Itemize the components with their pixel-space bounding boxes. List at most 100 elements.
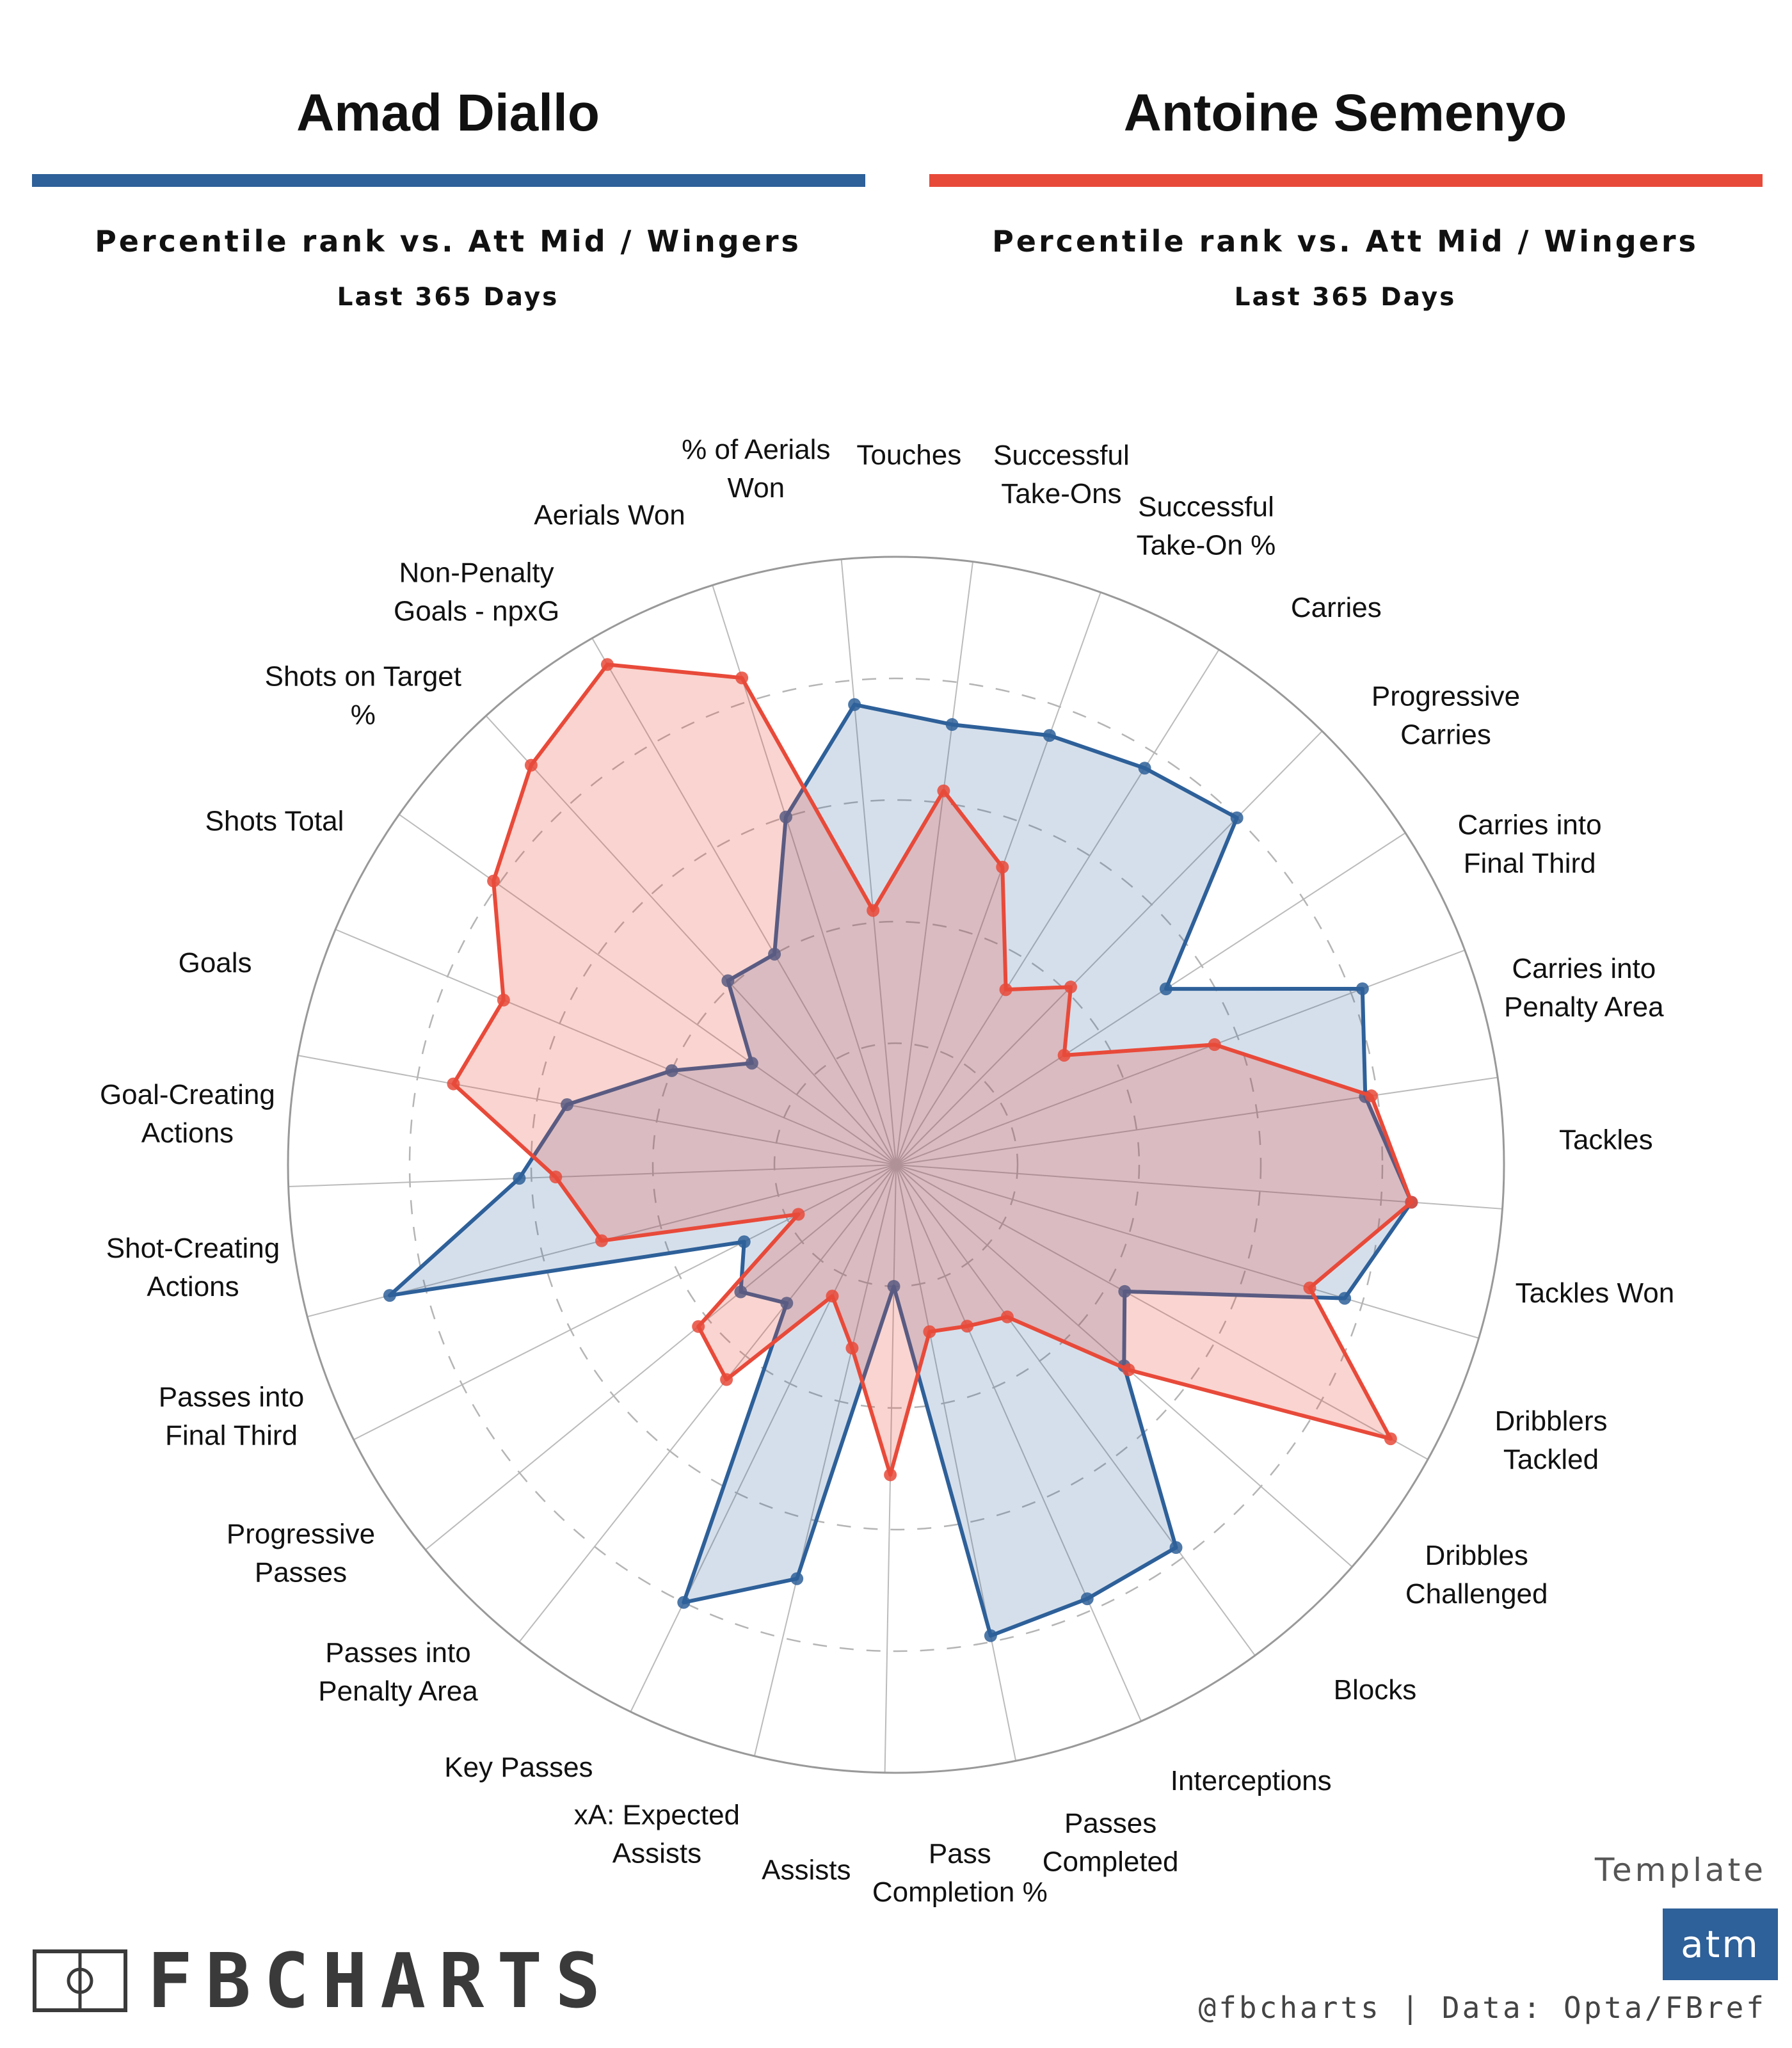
- category-label-line: Passes: [255, 1556, 347, 1588]
- data-point: [549, 1171, 563, 1184]
- category-label: Progressive Carries: [1372, 680, 1520, 750]
- pitch-icon: [33, 1949, 127, 2012]
- data-point: [1043, 729, 1056, 742]
- category-label-line: Dribblers: [1494, 1405, 1607, 1437]
- category-label: Dribblers Tackled: [1494, 1405, 1607, 1475]
- category-label-line: %: [351, 699, 376, 730]
- data-point: [497, 993, 510, 1007]
- category-label-line: Tackles Won: [1516, 1277, 1675, 1309]
- category-label-line: Take-Ons: [1001, 478, 1121, 509]
- data-point: [1169, 1541, 1183, 1555]
- data-point: [447, 1077, 460, 1091]
- right-player-color-bar: [929, 174, 1763, 187]
- category-label-line: Completion %: [872, 1876, 1048, 1908]
- category-label: Successful Take-Ons: [993, 440, 1130, 509]
- data-point: [1384, 1432, 1397, 1446]
- category-label-line: Successful: [1138, 492, 1274, 523]
- series-left: [383, 698, 1418, 1642]
- left-player-color-bar: [32, 174, 865, 187]
- radar-spoke: [895, 1164, 1017, 1761]
- data-point: [561, 1098, 574, 1112]
- category-label: Interceptions: [1171, 1765, 1332, 1796]
- category-label: % of Aerials Won: [682, 434, 830, 504]
- data-point: [720, 1373, 733, 1386]
- category-label: Shot-Creating Actions: [106, 1233, 280, 1302]
- right-player-name: Antoine Semenyo: [1123, 84, 1567, 142]
- radar-spoke: [840, 559, 897, 1165]
- radar-spoke: [298, 1055, 897, 1165]
- category-label: Goals: [179, 947, 252, 979]
- radar-spoke: [895, 561, 973, 1165]
- radar-spoke: [895, 730, 1323, 1165]
- category-label-line: Shots Total: [205, 806, 344, 837]
- data-point: [1405, 1196, 1418, 1209]
- category-label-line: Actions: [147, 1271, 239, 1302]
- category-label: Pass Completion %: [872, 1838, 1048, 1908]
- category-label-line: Take-On %: [1137, 530, 1276, 561]
- data-point: [779, 810, 792, 824]
- radar-grid: [287, 556, 1505, 1774]
- category-label-line: Assists: [762, 1855, 851, 1886]
- category-label: Touches: [856, 440, 961, 471]
- right-period: Last 365 Days: [1234, 283, 1457, 312]
- data-point: [692, 1320, 705, 1333]
- category-label: Goal-Creating Actions: [100, 1079, 275, 1149]
- radar-ring: [408, 677, 1384, 1652]
- category-label-line: Goals: [179, 947, 252, 979]
- brand-wordmark: FBCHARTS: [147, 1937, 614, 2025]
- data-point: [887, 1279, 900, 1293]
- radar-ring: [652, 920, 1140, 1409]
- radar-series: [383, 658, 1418, 1642]
- data-point: [867, 904, 880, 917]
- radar-spoke: [335, 929, 897, 1165]
- data-point: [595, 1234, 609, 1247]
- left-period: Last 365 Days: [337, 283, 559, 312]
- right-subtitle: Percentile rank vs. Att Mid / Wingers: [992, 224, 1699, 259]
- data-point: [961, 1320, 974, 1333]
- category-label-line: Carries: [1291, 592, 1382, 623]
- data-point: [734, 1285, 748, 1299]
- series-right: [447, 658, 1418, 1482]
- category-label: Non-Penalty Goals - npxG: [394, 557, 559, 627]
- category-label-line: Carries: [1400, 719, 1491, 750]
- category-label: Shots Total: [205, 806, 344, 837]
- category-label: Tackles: [1559, 1124, 1653, 1156]
- data-point: [1208, 1038, 1221, 1052]
- data-point: [1118, 1284, 1132, 1298]
- category-label: xA: Expected Assists: [574, 1800, 740, 1869]
- category-label-line: Pass: [929, 1838, 991, 1869]
- data-point: [737, 1235, 751, 1249]
- data-point: [1159, 982, 1172, 996]
- category-label-line: Touches: [856, 440, 961, 471]
- data-point: [996, 860, 1009, 874]
- category-label-line: Assists: [612, 1838, 701, 1869]
- radar-spoke: [895, 1164, 1428, 1460]
- data-point: [792, 1208, 805, 1221]
- radar-spoke: [591, 637, 897, 1165]
- category-label-line: Interceptions: [1171, 1765, 1332, 1796]
- category-label-line: Aerials Won: [534, 500, 685, 531]
- category-label-line: Carries into: [1512, 953, 1656, 984]
- series-area: [453, 664, 1412, 1475]
- left-subtitle: Percentile rank vs. Att Mid / Wingers: [95, 224, 801, 259]
- radar-spoke: [895, 1076, 1498, 1165]
- radar-spoke: [895, 1164, 1503, 1210]
- category-label: Dribbles Challenged: [1405, 1540, 1548, 1610]
- data-point: [1364, 1089, 1378, 1103]
- data-point: [1122, 1363, 1135, 1377]
- category-label-line: Blocks: [1334, 1674, 1417, 1706]
- data-point: [1057, 1048, 1071, 1062]
- category-label: Passes into Penalty Area: [318, 1637, 478, 1707]
- data-point: [1138, 762, 1151, 775]
- data-point: [383, 1289, 396, 1302]
- category-label-line: Passes: [1064, 1808, 1156, 1839]
- category-label-line: Actions: [141, 1117, 234, 1149]
- series-line: [387, 702, 1414, 1638]
- data-point: [513, 1172, 526, 1185]
- category-label: Tackles Won: [1516, 1277, 1675, 1309]
- data-point: [768, 947, 781, 961]
- radar-spoke: [353, 1164, 897, 1441]
- data-point: [600, 658, 614, 671]
- data-point: [826, 1290, 839, 1303]
